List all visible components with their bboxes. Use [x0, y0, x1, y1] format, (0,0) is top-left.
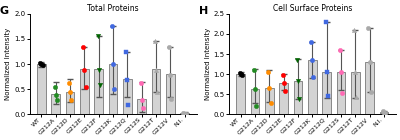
- Bar: [279, 83, 288, 114]
- Point: [123, 50, 130, 53]
- Y-axis label: Normalized Intensity: Normalized Intensity: [5, 28, 11, 100]
- Bar: [294, 81, 302, 114]
- Point: [280, 82, 287, 84]
- Point: [253, 105, 259, 107]
- Point: [294, 59, 300, 61]
- Point: [339, 92, 345, 94]
- Point: [182, 113, 188, 115]
- Bar: [94, 69, 103, 114]
- Bar: [380, 112, 388, 114]
- Point: [325, 95, 331, 97]
- Point: [239, 74, 245, 76]
- Bar: [52, 94, 60, 114]
- Point: [80, 45, 86, 48]
- Point: [67, 90, 73, 93]
- Bar: [66, 92, 74, 114]
- Bar: [137, 99, 146, 114]
- Bar: [109, 64, 117, 114]
- Point: [82, 85, 89, 88]
- Point: [282, 90, 288, 92]
- Point: [109, 25, 115, 28]
- Text: G: G: [0, 6, 8, 16]
- Point: [54, 99, 60, 101]
- Point: [37, 62, 44, 64]
- Point: [238, 73, 244, 75]
- Bar: [337, 72, 345, 114]
- Bar: [265, 88, 274, 114]
- Point: [110, 63, 116, 65]
- Point: [68, 99, 74, 101]
- Bar: [166, 74, 175, 114]
- Point: [81, 69, 88, 71]
- Bar: [80, 69, 89, 114]
- Point: [38, 63, 45, 65]
- Bar: [152, 69, 160, 114]
- Bar: [123, 79, 132, 114]
- Point: [251, 69, 257, 71]
- Point: [365, 27, 372, 29]
- Point: [125, 104, 132, 106]
- Point: [337, 49, 343, 51]
- Point: [236, 72, 243, 74]
- Point: [380, 110, 386, 112]
- Point: [153, 69, 159, 71]
- Point: [39, 64, 46, 66]
- Point: [366, 61, 373, 63]
- Point: [279, 74, 286, 76]
- Point: [353, 96, 360, 98]
- Bar: [308, 60, 317, 114]
- Point: [180, 112, 187, 114]
- Point: [124, 79, 130, 81]
- Point: [97, 84, 103, 86]
- Point: [52, 94, 59, 96]
- Point: [266, 87, 272, 89]
- Bar: [236, 74, 245, 114]
- Point: [309, 59, 316, 61]
- Point: [252, 88, 258, 90]
- Point: [368, 91, 374, 93]
- Point: [310, 76, 317, 78]
- Point: [296, 98, 302, 100]
- Point: [154, 90, 160, 93]
- Point: [381, 111, 387, 114]
- Point: [94, 35, 101, 38]
- Point: [138, 99, 145, 101]
- Point: [166, 45, 172, 48]
- Point: [51, 85, 58, 88]
- Y-axis label: Normalized Intensity: Normalized Intensity: [205, 28, 211, 100]
- Point: [167, 74, 174, 76]
- Point: [152, 40, 158, 43]
- Title: Total Proteins: Total Proteins: [87, 4, 139, 13]
- Point: [351, 29, 357, 31]
- Point: [168, 98, 175, 100]
- Bar: [251, 89, 259, 114]
- Point: [111, 88, 117, 90]
- Point: [322, 21, 329, 23]
- Point: [66, 82, 72, 84]
- Point: [140, 107, 146, 109]
- Bar: [37, 64, 46, 114]
- Title: Cell Surface Proteins: Cell Surface Proteins: [273, 4, 352, 13]
- Point: [265, 71, 272, 73]
- Point: [382, 112, 388, 115]
- Point: [338, 71, 344, 73]
- Point: [96, 69, 102, 71]
- Bar: [322, 72, 331, 114]
- Point: [137, 82, 144, 84]
- Point: [352, 71, 358, 73]
- Point: [295, 80, 301, 82]
- Point: [308, 41, 314, 43]
- Bar: [351, 72, 360, 114]
- Point: [267, 102, 274, 104]
- Bar: [180, 113, 189, 114]
- Bar: [365, 62, 374, 114]
- Text: H: H: [199, 6, 208, 16]
- Point: [324, 71, 330, 73]
- Point: [182, 113, 189, 115]
